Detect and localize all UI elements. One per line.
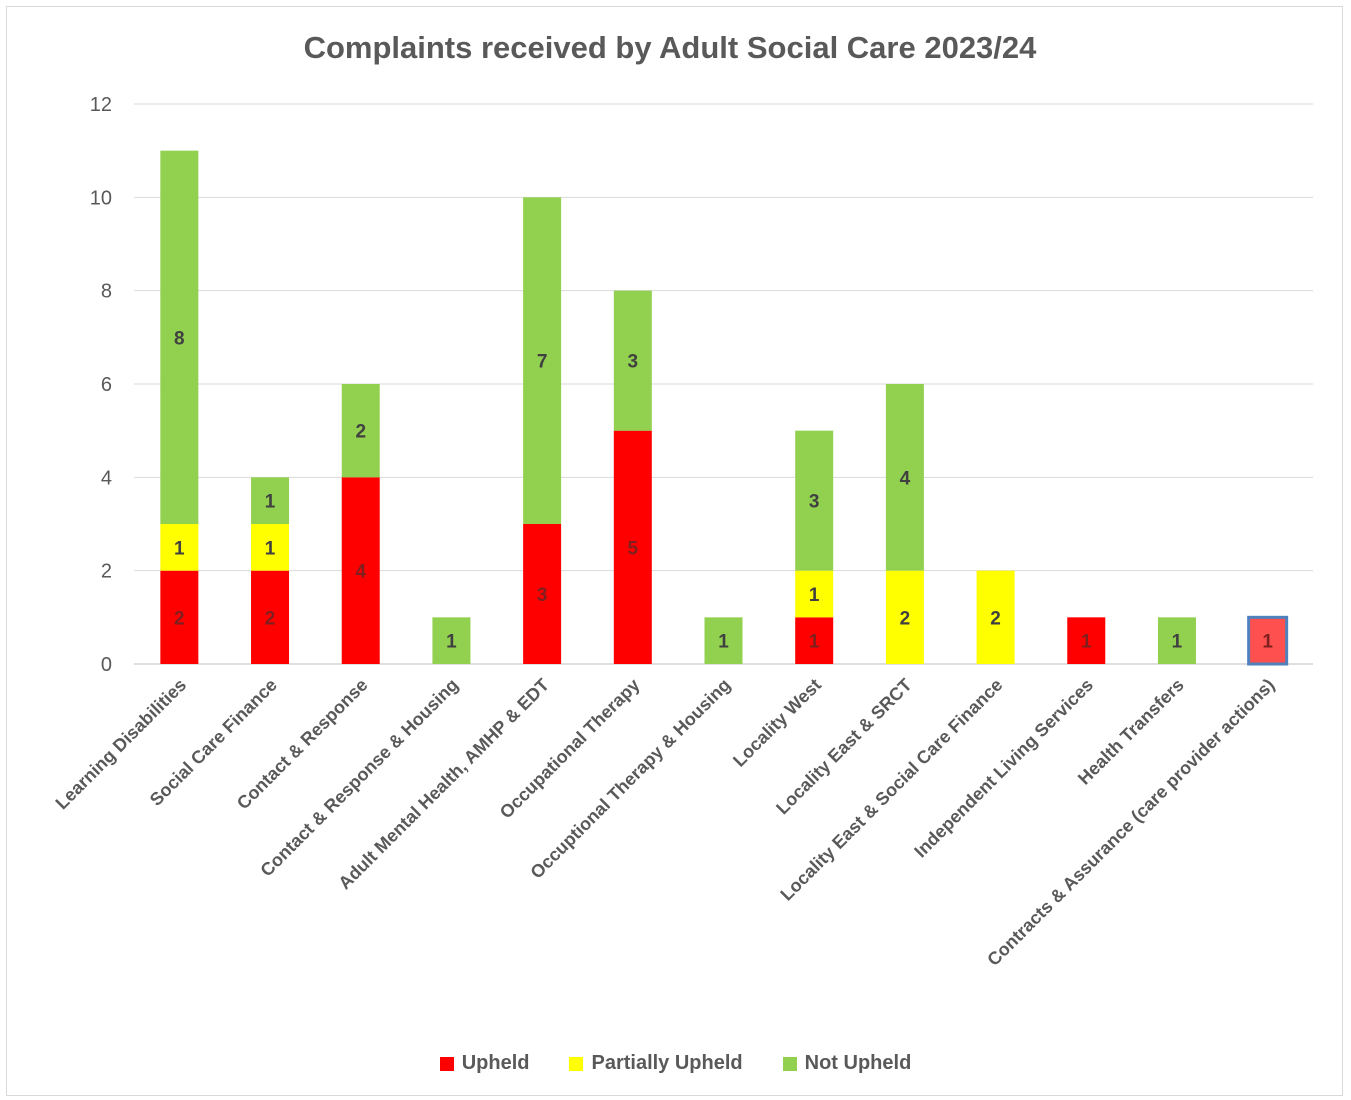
legend-label: Upheld bbox=[461, 1052, 530, 1074]
bar-segment bbox=[1247, 615, 1289, 666]
bar-segment bbox=[251, 570, 290, 664]
legend-item: Upheld bbox=[439, 1052, 530, 1075]
bar-segment bbox=[795, 617, 834, 664]
bar-segment bbox=[885, 570, 924, 664]
legend-item: Partially Upheld bbox=[569, 1052, 743, 1075]
data-label: 1 bbox=[446, 632, 457, 653]
legend-label: Not Upheld bbox=[804, 1052, 912, 1074]
y-tick-label: 2 bbox=[101, 561, 112, 583]
bar-segment bbox=[613, 430, 652, 664]
bar-segment bbox=[523, 197, 562, 525]
data-label: 3 bbox=[809, 492, 820, 513]
bar-segment bbox=[795, 430, 834, 571]
x-tick-label: Occuptional Therapy & Housing bbox=[526, 675, 734, 883]
data-label: 3 bbox=[628, 352, 639, 373]
bar-segment bbox=[976, 570, 1015, 664]
data-label: 1 bbox=[1262, 632, 1273, 653]
data-label: 1 bbox=[1081, 632, 1092, 653]
data-label: 1 bbox=[174, 538, 185, 559]
bar-segment bbox=[432, 617, 471, 664]
x-tick-label: Contact & Response & Housing bbox=[256, 675, 462, 881]
data-label: 8 bbox=[174, 328, 185, 349]
data-label: 4 bbox=[355, 562, 366, 583]
x-tick-label: Locality West bbox=[729, 675, 825, 771]
bar-segment bbox=[795, 570, 834, 618]
chart-title: Complaints received by Adult Social Care… bbox=[303, 30, 1037, 65]
data-label: 2 bbox=[265, 608, 276, 629]
bar-segment bbox=[523, 524, 562, 664]
bar-segment bbox=[341, 384, 380, 478]
bar-segment bbox=[1157, 617, 1196, 664]
y-tick-label: 0 bbox=[101, 654, 112, 676]
bar-segment bbox=[160, 150, 199, 524]
data-label: 1 bbox=[809, 585, 820, 606]
data-label: 1 bbox=[1172, 632, 1183, 653]
legend-swatch bbox=[569, 1056, 584, 1071]
data-label: 2 bbox=[900, 608, 911, 629]
data-label: 1 bbox=[809, 632, 820, 653]
bar-segment bbox=[613, 290, 652, 431]
data-label: 5 bbox=[628, 538, 639, 559]
chart-legend: Upheld Partially Upheld Not Upheld bbox=[0, 1052, 1351, 1075]
bar-segment bbox=[341, 477, 380, 664]
data-label: 7 bbox=[537, 352, 548, 373]
data-label: 4 bbox=[900, 468, 911, 489]
y-tick-label: 10 bbox=[90, 187, 112, 209]
legend-swatch bbox=[439, 1056, 454, 1071]
bar-segment bbox=[160, 524, 199, 571]
data-label: 2 bbox=[174, 608, 185, 629]
data-label: 1 bbox=[718, 632, 729, 653]
legend-item: Not Upheld bbox=[782, 1052, 912, 1075]
data-label: 2 bbox=[355, 422, 366, 443]
data-label: 2 bbox=[990, 608, 1001, 629]
y-tick-label: 12 bbox=[90, 94, 112, 116]
bar-segment bbox=[704, 617, 743, 664]
data-label: 1 bbox=[265, 492, 276, 513]
bar-segment bbox=[251, 524, 290, 571]
bar-segment bbox=[885, 384, 924, 571]
bar-segment bbox=[1067, 617, 1106, 664]
y-tick-label: 4 bbox=[101, 467, 112, 489]
bar-segment bbox=[160, 570, 199, 664]
data-label: 3 bbox=[537, 585, 548, 606]
bar-segment bbox=[251, 477, 290, 524]
legend-swatch bbox=[782, 1056, 797, 1071]
y-tick-label: 6 bbox=[101, 374, 112, 396]
chart-frame bbox=[6, 6, 1343, 1096]
y-tick-label: 8 bbox=[101, 281, 112, 303]
x-tick-label: Independent Living Services bbox=[910, 675, 1097, 862]
data-label: 1 bbox=[265, 538, 276, 559]
legend-label: Partially Upheld bbox=[591, 1052, 743, 1074]
